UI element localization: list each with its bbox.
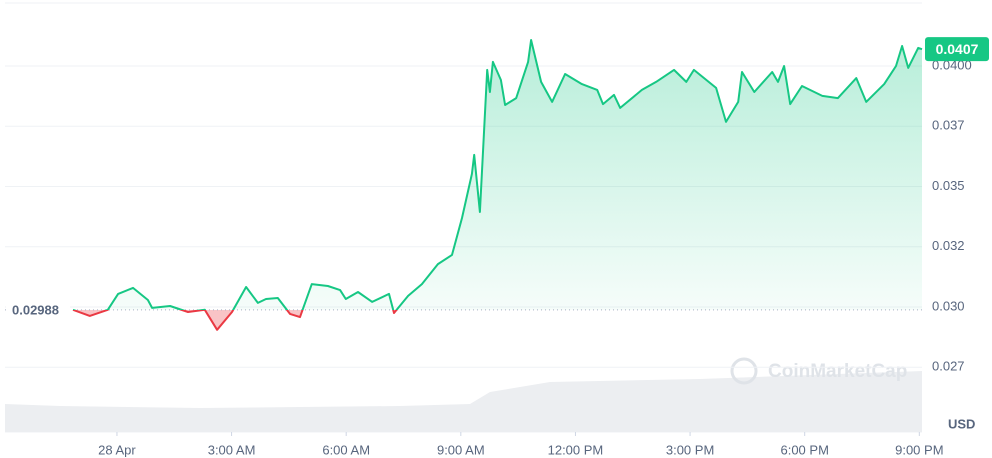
volume-area xyxy=(5,371,922,432)
x-tick-label: 3:00 AM xyxy=(208,442,256,457)
x-tick-label: 6:00 AM xyxy=(322,442,370,457)
watermark-text: CoinMarketCap xyxy=(768,361,907,382)
watermark-logo xyxy=(730,357,758,385)
watermark: CoinMarketCap xyxy=(730,357,907,385)
y-tick-label: 0.0400 xyxy=(932,57,972,72)
price-badge-label: 0.0407 xyxy=(936,41,979,57)
x-tick-label: 12:00 PM xyxy=(548,442,604,457)
x-tick-label: 9:00 AM xyxy=(437,442,485,457)
price-line xyxy=(72,39,923,331)
y-tick-label: 0.027 xyxy=(932,359,965,374)
currency-label: USD xyxy=(948,416,975,431)
reference-label: 0.02988 xyxy=(12,302,59,317)
y-tick-label: 0.037 xyxy=(932,118,965,133)
x-tick-label: 3:00 PM xyxy=(666,442,714,457)
y-tick-label: 0.032 xyxy=(932,238,965,253)
price-badge xyxy=(925,37,989,62)
reference-badge xyxy=(6,299,70,320)
y-tick-label: 0.030 xyxy=(932,298,965,313)
price-area xyxy=(73,40,922,330)
x-tick-label: 9:00 PM xyxy=(895,442,943,457)
y-tick-label: 0.035 xyxy=(932,178,965,193)
x-tick-label: 6:00 PM xyxy=(780,442,828,457)
x-tick-label: 28 Apr xyxy=(98,442,136,457)
